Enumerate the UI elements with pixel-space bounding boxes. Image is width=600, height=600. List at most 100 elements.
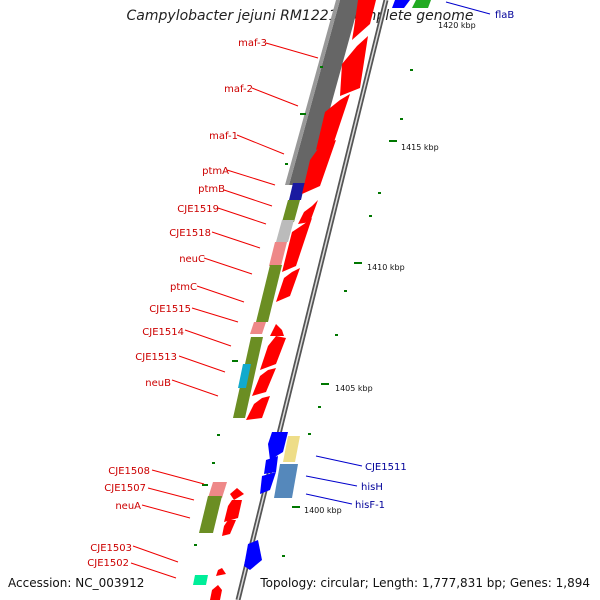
leader-cje1515 bbox=[191, 307, 239, 323]
gc-tick bbox=[300, 113, 306, 115]
gene-label-maf1: maf-1 bbox=[209, 131, 238, 142]
gray-band-upper bbox=[289, 0, 360, 185]
cds-reverse-11 bbox=[246, 396, 270, 420]
cds-reverse-15 bbox=[216, 568, 226, 576]
olive-cog-block-1 bbox=[282, 200, 300, 222]
gene-label-cje1508: CJE1508 bbox=[108, 466, 150, 477]
scale-label-1410: 1410 kbp bbox=[367, 263, 405, 272]
cds-reverse-12 bbox=[230, 488, 244, 500]
cds-forward-flaB bbox=[392, 0, 410, 8]
leader-maf3 bbox=[265, 42, 319, 59]
leader-cje1507 bbox=[147, 487, 195, 501]
gene-label-ptmB: ptmB bbox=[198, 184, 225, 195]
gc-tick bbox=[354, 262, 362, 264]
leader-cje1502 bbox=[130, 562, 177, 579]
gc-tick bbox=[335, 334, 338, 336]
cds-forward-2 bbox=[264, 456, 278, 474]
gene-label-cje1515: CJE1515 bbox=[149, 304, 191, 315]
left-gene-labels: maf-3 maf-2 maf-1 ptmA ptmB CJE1519 CJE1… bbox=[87, 38, 267, 569]
gene-label-maf3: maf-3 bbox=[238, 38, 267, 49]
cds-reverse-7 bbox=[276, 268, 300, 302]
gene-label-neuC: neuC bbox=[179, 254, 205, 265]
leader-ptmB bbox=[223, 189, 273, 207]
gc-tick bbox=[318, 406, 321, 408]
leader-cje1519 bbox=[217, 207, 267, 225]
genome-summary-text: Topology: circular; Length: 1,777,831 bp… bbox=[260, 576, 590, 590]
accession-text: Accession: NC_003912 bbox=[8, 576, 145, 590]
scale-label-1420: 1420 kbp bbox=[438, 21, 476, 30]
cds-reverse-3 bbox=[316, 94, 350, 150]
cds-reverse-1 bbox=[352, 0, 376, 40]
gc-tick bbox=[285, 163, 288, 165]
forward-strand-cds bbox=[244, 0, 431, 570]
gc-tick bbox=[292, 506, 300, 508]
leader-maf1 bbox=[236, 134, 285, 155]
cds-reverse-8 bbox=[270, 324, 284, 336]
leader-neuA bbox=[141, 504, 191, 519]
scale-label-1415: 1415 kbp bbox=[401, 143, 439, 152]
cds-forward-1 bbox=[268, 432, 288, 460]
leader-cje1503 bbox=[132, 545, 179, 563]
gene-label-hisF1: hisF-1 bbox=[355, 500, 385, 511]
pink-cog-block-1 bbox=[269, 242, 287, 266]
gene-label-cje1503: CJE1503 bbox=[90, 543, 132, 554]
gc-ticks bbox=[194, 66, 413, 557]
leader-flaB bbox=[445, 1, 491, 15]
leader-cje1511 bbox=[315, 455, 363, 467]
gene-label-neuB: neuB bbox=[145, 378, 171, 389]
cds-reverse-10 bbox=[252, 368, 276, 396]
right-gene-labels: flaB CJE1511 hisH hisF-1 bbox=[355, 10, 514, 511]
gc-tick bbox=[389, 140, 397, 142]
gc-tick bbox=[400, 118, 403, 120]
gc-tick bbox=[212, 462, 215, 464]
gray-band-edge bbox=[285, 0, 340, 185]
gene-label-ptmA: ptmA bbox=[202, 166, 229, 177]
backbone-highlight bbox=[237, 0, 387, 600]
leader-hisF1 bbox=[305, 493, 353, 505]
leader-cje1513 bbox=[178, 355, 226, 373]
gc-tick bbox=[217, 434, 220, 436]
leader-maf2 bbox=[251, 87, 299, 107]
cog-steel-block bbox=[274, 464, 298, 498]
gc-tick bbox=[194, 544, 197, 546]
scale-labels: 1420 kbp 1415 kbp 1410 kbp 1405 kbp 1400… bbox=[304, 21, 476, 515]
scale-label-1405: 1405 kbp bbox=[335, 384, 373, 393]
cds-reverse-4 bbox=[302, 140, 336, 194]
olive-cog-block-2 bbox=[256, 265, 282, 322]
gc-tick bbox=[320, 66, 323, 68]
cds-reverse-14 bbox=[222, 520, 236, 536]
left-leader-lines bbox=[130, 42, 319, 579]
cyan-cog-block bbox=[238, 364, 251, 388]
cog-yellow-block bbox=[283, 436, 300, 462]
leader-ptmC bbox=[196, 285, 245, 303]
map-title: Campylobacter jejuni RM1221, complete ge… bbox=[126, 8, 474, 24]
cds-forward-4 bbox=[244, 540, 262, 570]
gene-label-cje1514: CJE1514 bbox=[142, 327, 184, 338]
backbone bbox=[235, 0, 389, 600]
cds-reverse-13 bbox=[224, 500, 242, 522]
gene-label-cje1513: CJE1513 bbox=[135, 352, 177, 363]
gray-cog-block bbox=[276, 220, 294, 242]
leader-cje1518 bbox=[211, 231, 261, 249]
gc-tick bbox=[308, 433, 311, 435]
reverse-strand-cds bbox=[210, 0, 376, 600]
green-cog-block bbox=[193, 575, 208, 585]
cds-reverse-5 bbox=[298, 200, 318, 224]
cds-reverse-9 bbox=[260, 336, 286, 370]
gene-label-hisH: hisH bbox=[361, 482, 383, 493]
cds-reverse-6 bbox=[282, 218, 312, 272]
leader-cje1514 bbox=[184, 329, 232, 347]
gc-tick bbox=[321, 383, 329, 385]
cds-reverse-2 bbox=[340, 36, 368, 96]
right-leader-lines bbox=[305, 1, 491, 505]
gene-label-neuA: neuA bbox=[115, 501, 141, 512]
olive-cog-block-4 bbox=[199, 496, 222, 533]
cds-reverse-16 bbox=[210, 585, 222, 600]
leader-neuB bbox=[171, 379, 219, 397]
pink-cog-block-2 bbox=[250, 322, 266, 334]
leader-hisH bbox=[305, 475, 358, 487]
leader-ptmA bbox=[226, 169, 276, 186]
gray-feature-band bbox=[193, 0, 360, 585]
scale-label-1400: 1400 kbp bbox=[304, 506, 342, 515]
